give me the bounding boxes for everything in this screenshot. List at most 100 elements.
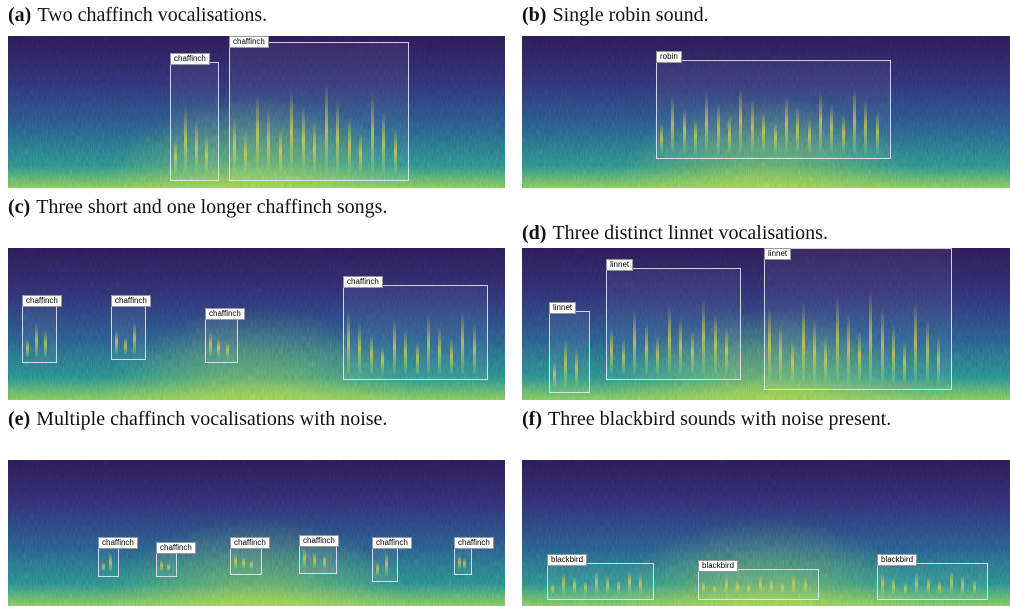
call-streak <box>562 572 565 594</box>
box-label: blackbird <box>877 554 918 566</box>
call-streak <box>739 87 743 153</box>
call-streak <box>358 322 362 374</box>
caption: (f) Three blackbird sounds with noise pre… <box>522 406 1002 432</box>
call-streak <box>656 335 660 374</box>
spectrogram <box>522 36 1010 188</box>
call-streak <box>250 560 253 569</box>
call-streak <box>773 123 777 153</box>
call-streak <box>575 349 578 387</box>
call-streak <box>376 562 379 576</box>
call-streak <box>801 301 805 384</box>
call-streak <box>747 583 751 594</box>
call-streak <box>133 321 136 354</box>
bounding-box <box>877 563 988 600</box>
call-streak <box>671 95 675 153</box>
call-streak <box>682 107 686 153</box>
call-streak <box>278 127 282 175</box>
call-streak <box>903 341 906 384</box>
call-streak <box>803 577 807 594</box>
call-streak <box>660 123 663 153</box>
call-streak <box>301 105 305 175</box>
bounding-box <box>547 563 654 600</box>
call-streak <box>124 337 127 354</box>
call-streak <box>621 340 625 374</box>
call-streak <box>610 326 613 374</box>
call-streak <box>463 557 466 569</box>
call-streak <box>881 574 884 594</box>
panel-label: (c) <box>8 196 31 218</box>
call-streak <box>324 83 328 175</box>
box-label: chaffinch <box>299 535 339 547</box>
call-streak <box>690 331 694 374</box>
call-streak <box>303 548 306 568</box>
call-streak <box>880 307 884 384</box>
call-streak <box>807 119 811 153</box>
bounding-box <box>229 42 409 181</box>
call-streak <box>44 329 47 357</box>
box-label: chaffinch <box>343 276 383 288</box>
call-streak <box>359 133 363 175</box>
box-label: chaffinch <box>454 537 494 549</box>
call-streak <box>35 322 38 357</box>
call-streak <box>864 99 868 153</box>
call-streak <box>750 99 754 153</box>
bounding-box <box>698 569 819 600</box>
caption-text: Three blackbird sounds with noise presen… <box>547 408 892 430</box>
caption: (d) Three distinct linnet vocalisations. <box>522 220 1002 246</box>
call-streak <box>702 300 706 374</box>
caption-text: Multiple chaffinch vocalisations with no… <box>36 408 388 430</box>
call-streak <box>194 120 198 175</box>
call-streak <box>347 116 351 175</box>
bounding-box <box>230 546 262 575</box>
call-streak <box>426 315 430 374</box>
call-streak <box>290 88 294 175</box>
call-streak <box>369 334 373 374</box>
call-streak <box>415 341 419 374</box>
call-streak <box>551 582 554 594</box>
box-label: blackbird <box>547 554 588 566</box>
call-streak <box>762 111 766 153</box>
call-streak <box>617 579 620 594</box>
caption: (b) Single robin sound. <box>522 2 1002 28</box>
bounding-box <box>205 317 238 363</box>
call-streak <box>792 573 796 594</box>
call-streak <box>702 580 705 594</box>
bounding-box <box>170 62 219 181</box>
call-streak <box>313 551 316 568</box>
call-streak <box>233 116 236 175</box>
call-streak <box>584 581 587 594</box>
box-label: linnet <box>606 259 634 271</box>
noise <box>8 460 505 606</box>
box-label: linnet <box>549 302 577 314</box>
call-streak <box>166 563 170 571</box>
call-streak <box>779 324 783 384</box>
call-streak <box>824 335 828 384</box>
caption-text: Single robin sound. <box>552 4 709 26</box>
call-streak <box>26 339 29 357</box>
call-streak <box>875 111 879 153</box>
call-streak <box>393 127 397 175</box>
call-streak <box>461 311 465 374</box>
panel-label: (d) <box>522 222 547 244</box>
caption: (e) Multiple chaffinch vocalisations with… <box>8 406 488 432</box>
caption-text: Two chaffinch vocalisations. <box>37 4 268 26</box>
call-streak <box>830 103 834 153</box>
call-streak <box>225 343 229 357</box>
call-streak <box>915 572 919 594</box>
call-streak <box>472 322 476 374</box>
call-streak <box>644 322 648 374</box>
call-streak <box>564 339 567 387</box>
call-streak <box>606 575 609 594</box>
call-streak <box>728 115 732 153</box>
call-streak <box>336 99 340 175</box>
caption-text: Three distinct linnet vocalisations. <box>552 222 828 244</box>
call-streak <box>242 556 245 569</box>
call-streak <box>244 133 248 175</box>
box-label: robin <box>656 51 682 63</box>
box-label: chaffinch <box>205 308 245 320</box>
call-streak <box>174 139 177 175</box>
call-streak <box>108 553 112 571</box>
call-streak <box>813 318 816 384</box>
call-streak <box>385 552 388 576</box>
